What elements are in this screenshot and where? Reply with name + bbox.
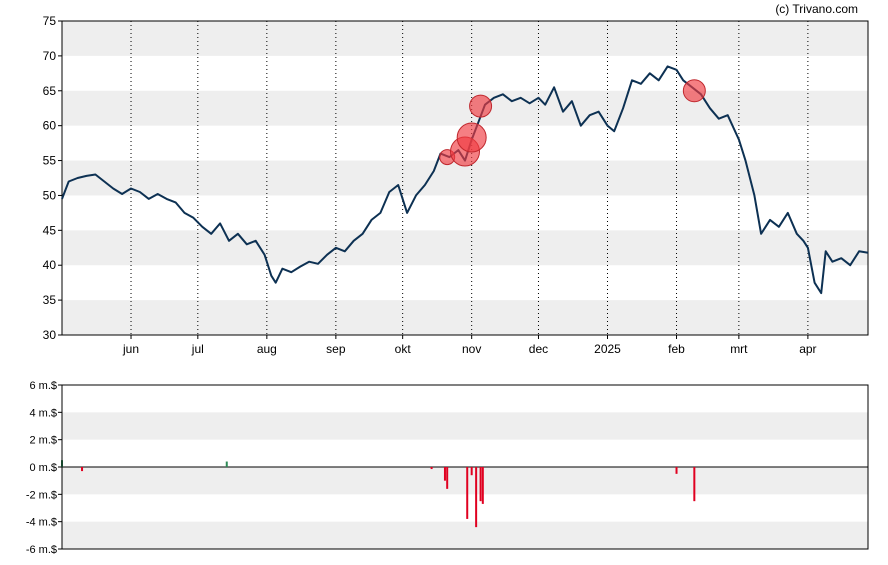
x-tick-label: dec (529, 342, 548, 356)
volume-y-tick-label: -4 m.$ (26, 517, 57, 529)
insider-trade-marker (456, 122, 487, 153)
volume-y-tick-label: 2 m.$ (29, 435, 57, 447)
y-tick-label: 50 (43, 188, 57, 202)
insider-trade-marker (682, 79, 706, 103)
insider-volume-bar (446, 467, 449, 489)
x-tick-label: feb (668, 342, 685, 356)
insider-volume-bar (675, 467, 678, 474)
y-tick-label: 55 (43, 154, 57, 168)
volume-grid-band (62, 412, 868, 440)
insider-volume-bar (693, 467, 696, 502)
volume-y-tick-label: 0 m.$ (29, 462, 57, 474)
x-tick-label: jul (191, 342, 204, 356)
insider-volume-bar (479, 467, 482, 502)
volume-y-tick-label: 4 m.$ (29, 407, 57, 419)
y-tick-label: 70 (43, 49, 57, 63)
insider-volume-bar (475, 467, 478, 528)
y-tick-label: 75 (43, 14, 57, 28)
watermark-text: (c) Trivano.com (775, 2, 858, 16)
x-tick-label: nov (462, 342, 481, 356)
y-tick-label: 65 (43, 84, 57, 98)
y-tick-label: 45 (43, 223, 57, 237)
y-tick-label: 30 (43, 328, 57, 342)
price-grid-band (62, 21, 868, 56)
price-plot-frame (61, 20, 869, 336)
insider-volume-bar (481, 467, 484, 504)
price-grid-band (62, 230, 868, 266)
insider-volume-bar (81, 467, 84, 472)
price-chart-panel: jun jul aug sep okt nov dec 2025 feb mrt apr 30 35 40… (43, 14, 869, 356)
volume-y-tick-label: 6 m.$ (29, 380, 57, 392)
volume-y-tick-label: -2 m.$ (26, 489, 57, 501)
x-tick-label: mrt (730, 342, 748, 356)
y-tick-label: 60 (43, 119, 57, 133)
price-grid-band (62, 90, 868, 126)
insider-volume-bar (466, 467, 469, 519)
insider-trade-marker (469, 94, 493, 118)
x-tick-label: apr (799, 342, 816, 356)
insider-volume-bar (470, 467, 473, 476)
insider-volume-bar (443, 467, 446, 481)
volume-grid-band (62, 467, 868, 495)
insider-volume-bar (430, 467, 433, 470)
x-tick-label: jun (122, 342, 139, 356)
insider-volume-bar (225, 461, 228, 467)
price-grid-band (62, 300, 868, 335)
volume-plot-frame (61, 384, 869, 550)
volume-grid-band (62, 521, 868, 549)
insider-trading-volume-panel: 6 m.$ 4 m.$ 2 m.$ 0 m.$ -2 m.$ -4 m.$ -6 m.$ (26, 380, 869, 556)
volume-y-tick-label: -6 m.$ (26, 544, 57, 556)
x-tick-label: sep (326, 342, 346, 356)
y-tick-label: 40 (43, 258, 57, 272)
x-tick-label: aug (257, 342, 277, 356)
x-tick-label: 2025 (594, 342, 621, 356)
y-tick-label: 35 (43, 293, 57, 307)
x-tick-label: okt (395, 342, 412, 356)
